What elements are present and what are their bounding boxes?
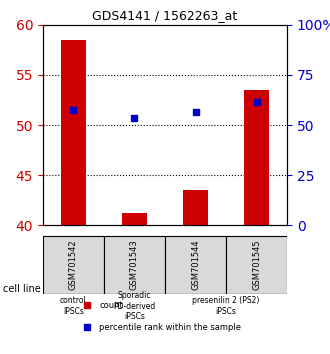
FancyBboxPatch shape [226, 235, 287, 294]
Bar [122, 213, 147, 225]
Text: GSM701542: GSM701542 [69, 240, 78, 290]
FancyBboxPatch shape [104, 235, 165, 294]
Text: cell line: cell line [3, 284, 41, 293]
Bar [244, 90, 269, 225]
FancyBboxPatch shape [43, 294, 104, 318]
Text: GSM701545: GSM701545 [252, 240, 261, 290]
FancyBboxPatch shape [43, 235, 104, 294]
Text: GDS4141 / 1562263_at: GDS4141 / 1562263_at [92, 9, 238, 22]
FancyBboxPatch shape [165, 235, 226, 294]
Text: Sporadic
PD-derived
iPSCs: Sporadic PD-derived iPSCs [113, 291, 156, 321]
Bar [61, 40, 85, 225]
Text: percentile rank within the sample: percentile rank within the sample [99, 323, 241, 332]
FancyBboxPatch shape [165, 294, 287, 318]
FancyBboxPatch shape [104, 294, 165, 318]
Text: count: count [99, 301, 123, 310]
Text: GSM701544: GSM701544 [191, 240, 200, 290]
Text: control
IPSCs: control IPSCs [60, 296, 87, 316]
Bar [183, 190, 208, 225]
Text: GSM701543: GSM701543 [130, 239, 139, 290]
Text: presenilin 2 (PS2)
iPSCs: presenilin 2 (PS2) iPSCs [192, 296, 260, 316]
